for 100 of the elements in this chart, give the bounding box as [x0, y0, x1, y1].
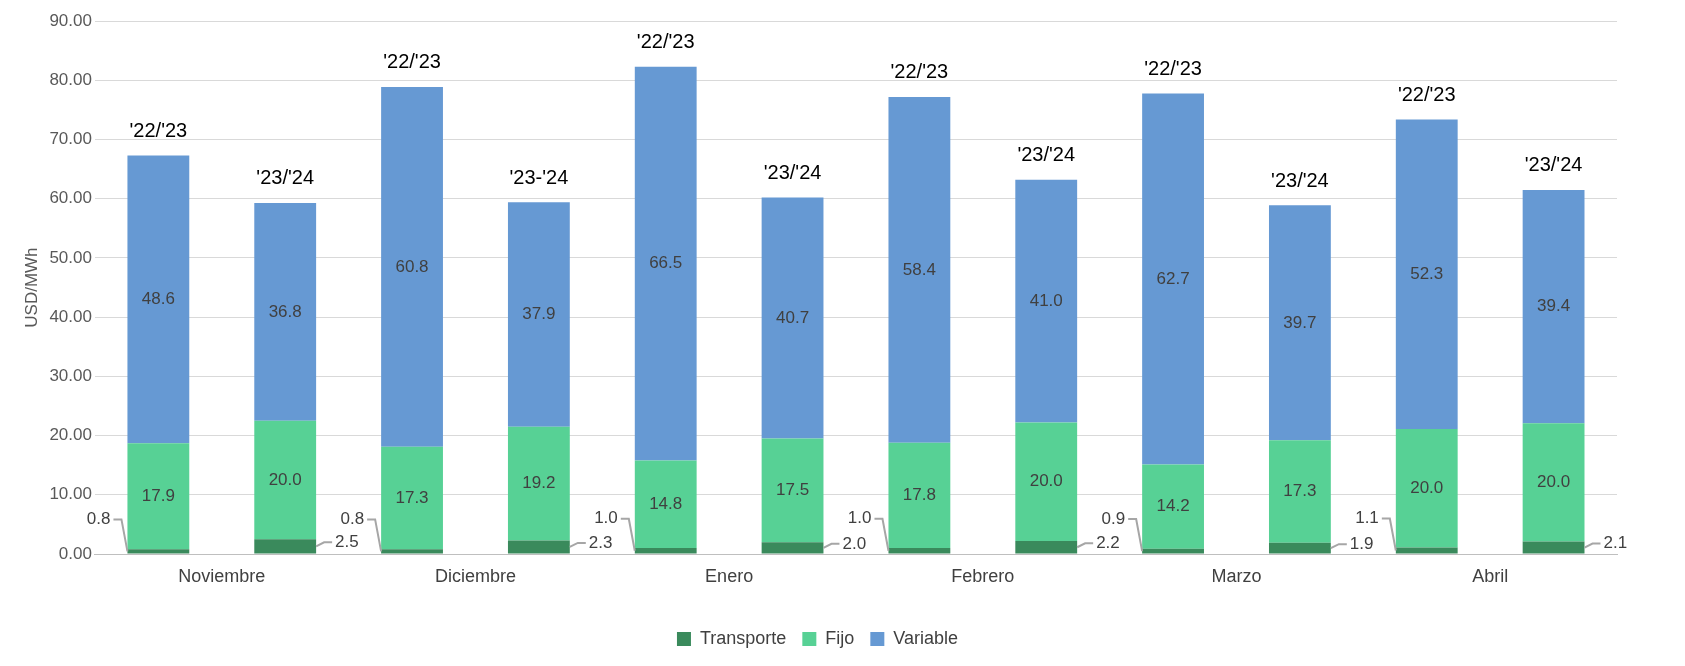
bar	[507, 426, 570, 541]
y-tick-label: 80.00	[49, 70, 92, 90]
data-label: 39.7	[1283, 312, 1317, 332]
annotation: '22/'23	[129, 119, 188, 142]
x-tick-label: Noviembre	[178, 565, 266, 586]
bar	[1395, 547, 1458, 554]
y-axis-title: USD/MWh	[21, 247, 41, 328]
bar	[381, 446, 443, 550]
annotation: '23/'24	[256, 166, 315, 189]
bar	[1522, 189, 1585, 424]
y-tick-label: 50.00	[49, 247, 92, 267]
bar	[254, 420, 317, 540]
bar	[761, 542, 824, 554]
data-label: 17.8	[902, 485, 936, 505]
bar	[1268, 205, 1331, 441]
data-label: 14.8	[649, 493, 683, 513]
y-tick-label: 60.00	[49, 188, 92, 208]
bar	[1522, 541, 1585, 554]
data-label: 20.0	[1537, 472, 1571, 492]
data-label: 58.4	[902, 259, 936, 279]
bar	[381, 86, 443, 447]
data-label: 48.6	[141, 289, 175, 309]
bar	[254, 202, 317, 421]
bar	[1142, 464, 1204, 549]
y-tick-label: 90.00	[49, 10, 92, 30]
data-label: 52.3	[1410, 263, 1444, 283]
bar	[1015, 540, 1078, 554]
legend-label: Transporte	[699, 627, 787, 648]
data-label: 2.3	[588, 532, 613, 552]
annotation: '22/'23	[1397, 82, 1456, 105]
legend-label: Fijo	[825, 627, 855, 648]
bar	[888, 96, 951, 443]
data-label: 17.3	[1283, 481, 1317, 501]
data-label: 37.9	[522, 304, 556, 324]
y-tick-label: 0.00	[58, 543, 92, 563]
x-tick-label: Diciembre	[434, 565, 516, 586]
data-label: 1.9	[1349, 533, 1374, 553]
bar	[1015, 422, 1078, 541]
data-label: 60.8	[395, 256, 429, 276]
data-label: 40.7	[776, 307, 810, 327]
data-label: 2.2	[1096, 532, 1120, 552]
bar	[254, 539, 317, 554]
data-label: 62.7	[1156, 268, 1190, 288]
bar	[634, 460, 697, 549]
data-label: 1.1	[1355, 508, 1379, 528]
bar	[381, 549, 443, 554]
bar	[1142, 548, 1204, 554]
bar	[127, 155, 190, 444]
data-label: 17.5	[776, 480, 810, 500]
bar	[1142, 93, 1204, 465]
annotation: '23/'24	[1524, 153, 1583, 176]
bar	[761, 197, 824, 439]
bar	[127, 443, 190, 550]
annotation: '23/'24	[1271, 168, 1329, 191]
data-label: 17.3	[395, 487, 429, 507]
y-tick-label: 40.00	[49, 306, 92, 326]
annotation: '23/'24	[1017, 143, 1076, 166]
bar	[1268, 440, 1331, 543]
data-label: 2.1	[1603, 533, 1628, 553]
bar	[888, 548, 951, 554]
data-label: 14.2	[1156, 496, 1190, 516]
annotation: '23-'24	[509, 165, 569, 188]
bar	[507, 202, 570, 427]
data-label: 66.5	[649, 253, 683, 273]
annotation: '22/'23	[890, 60, 949, 83]
data-label: 19.2	[522, 473, 556, 493]
data-label: 36.8	[268, 301, 302, 321]
annotation: '23/'24	[763, 161, 822, 184]
data-label: 1.0	[847, 508, 872, 528]
x-tick-label: Marzo	[1211, 565, 1262, 586]
data-label: 0.9	[1101, 508, 1126, 528]
bar	[1522, 423, 1585, 542]
data-label: 1.0	[594, 508, 618, 528]
annotation: '22/'23	[383, 50, 441, 73]
y-tick-label: 70.00	[49, 129, 92, 149]
data-label: 41.0	[1029, 290, 1063, 310]
bar	[507, 540, 570, 554]
bar	[127, 549, 190, 554]
bar	[761, 438, 824, 543]
legend-label: Variable	[893, 627, 959, 648]
data-label: 20.0	[1029, 471, 1063, 491]
bar	[1015, 179, 1078, 423]
data-label: 20.0	[1410, 477, 1444, 497]
annotation: '22/'23	[636, 30, 695, 53]
bar	[634, 548, 697, 554]
data-label: 0.8	[86, 509, 111, 529]
bar	[1395, 119, 1458, 430]
data-label: 17.9	[141, 485, 175, 505]
annotation: '22/'23	[1144, 56, 1202, 79]
data-label: 20.0	[268, 469, 302, 489]
data-label: 2.5	[335, 532, 359, 552]
x-tick-label: Enero	[705, 565, 754, 586]
y-tick-label: 30.00	[49, 366, 92, 386]
data-label: 0.8	[340, 509, 365, 529]
bar	[1395, 429, 1458, 548]
bar	[1268, 542, 1331, 554]
y-tick-label: 10.00	[49, 484, 92, 504]
y-tick-label: 20.00	[49, 425, 92, 445]
x-tick-label: Febrero	[951, 565, 1015, 586]
bar	[888, 442, 951, 549]
